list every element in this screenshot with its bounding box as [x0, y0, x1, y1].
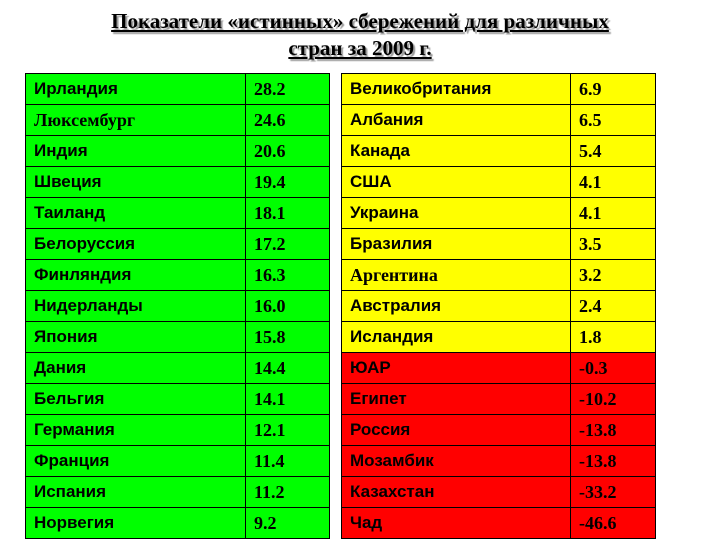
country-cell: Дания — [25, 352, 246, 384]
country-cell: Испания — [25, 476, 246, 508]
country-cell: Великобритания — [341, 73, 571, 105]
country-cell: Канада — [341, 135, 571, 167]
table-row: Чад -46.6 — [341, 507, 656, 539]
country-cell: Египет — [341, 383, 571, 415]
table-row: Япония 15.8 — [25, 321, 330, 353]
savings-value-cell: 4.1 — [570, 166, 656, 198]
savings-value-cell: 3.2 — [570, 259, 656, 291]
savings-value-cell: 14.1 — [245, 383, 330, 415]
left-savings-table: Ирландия 28.2 Люксембург 24.6 Индия 20.6 Швеци… — [25, 73, 330, 539]
table-row: Франция 11.4 — [25, 445, 330, 477]
table-row: Россия -13.8 — [341, 414, 656, 446]
country-cell: США — [341, 166, 571, 198]
country-cell: Казахстан — [341, 476, 571, 508]
savings-value-cell: 14.4 — [245, 352, 330, 384]
table-row: Индия 20.6 — [25, 135, 330, 167]
country-cell: Албания — [341, 104, 571, 136]
country-cell: Чад — [341, 507, 571, 539]
savings-value-cell: 1.8 — [570, 321, 656, 353]
country-cell: Франция — [25, 445, 246, 477]
right-table-body: Великобритания 6.9 Албания 6.5 Канада 5.4 США 4… — [341, 73, 656, 539]
left-table-body: Ирландия 28.2 Люксембург 24.6 Индия 20.6 Швеци… — [25, 73, 330, 539]
table-row: Норвегия 9.2 — [25, 507, 330, 539]
country-cell: Австралия — [341, 290, 571, 322]
savings-value-cell: 3.5 — [570, 228, 656, 260]
savings-value-cell: -46.6 — [570, 507, 656, 539]
savings-value-cell: -33.2 — [570, 476, 656, 508]
table-row: Великобритания 6.9 — [341, 73, 656, 105]
table-row: ЮАР -0.3 — [341, 352, 656, 384]
country-cell: Исландия — [341, 321, 571, 353]
savings-value-cell: 16.3 — [245, 259, 330, 291]
table-row: Австралия 2.4 — [341, 290, 656, 322]
table-row: Финляндия 16.3 — [25, 259, 330, 291]
savings-value-cell: -0.3 — [570, 352, 656, 384]
country-cell: ЮАР — [341, 352, 571, 384]
table-row: Канада 5.4 — [341, 135, 656, 167]
savings-value-cell: 11.4 — [245, 445, 330, 477]
country-cell: Таиланд — [25, 197, 246, 229]
savings-value-cell: 15.8 — [245, 321, 330, 353]
country-cell: Финляндия — [25, 259, 246, 291]
country-cell: Россия — [341, 414, 571, 446]
country-cell: Норвегия — [25, 507, 246, 539]
savings-value-cell: 9.2 — [245, 507, 330, 539]
country-cell: Аргентина — [341, 259, 571, 291]
savings-value-cell: 6.5 — [570, 104, 656, 136]
savings-value-cell: 20.6 — [245, 135, 330, 167]
table-row: Бельгия 14.1 — [25, 383, 330, 415]
table-row: Ирландия 28.2 — [25, 73, 330, 105]
savings-value-cell: 12.1 — [245, 414, 330, 446]
savings-value-cell: 6.9 — [570, 73, 656, 105]
table-row: Швеция 19.4 — [25, 166, 330, 198]
savings-value-cell: -13.8 — [570, 445, 656, 477]
savings-value-cell: 16.0 — [245, 290, 330, 322]
page-title: Показатели «истинных» сбережений для раз… — [0, 8, 720, 62]
savings-value-cell: 5.4 — [570, 135, 656, 167]
country-cell: Нидерланды — [25, 290, 246, 322]
table-row: Таиланд 18.1 — [25, 197, 330, 229]
country-cell: Люксембург — [25, 104, 246, 136]
savings-value-cell: -10.2 — [570, 383, 656, 415]
table-row: Люксембург 24.6 — [25, 104, 330, 136]
savings-value-cell: -13.8 — [570, 414, 656, 446]
table-row: Германия 12.1 — [25, 414, 330, 446]
table-row: Испания 11.2 — [25, 476, 330, 508]
table-row: Нидерланды 16.0 — [25, 290, 330, 322]
savings-value-cell: 24.6 — [245, 104, 330, 136]
table-row: Дания 14.4 — [25, 352, 330, 384]
page-title-line-1: Показатели «истинных» сбережений для раз… — [111, 9, 609, 33]
table-row: Белоруссия 17.2 — [25, 228, 330, 260]
table-row: Египет -10.2 — [341, 383, 656, 415]
table-row: Мозамбик -13.8 — [341, 445, 656, 477]
country-cell: Япония — [25, 321, 246, 353]
country-cell: Ирландия — [25, 73, 246, 105]
savings-value-cell: 18.1 — [245, 197, 330, 229]
table-row: Исландия 1.8 — [341, 321, 656, 353]
table-row: Албания 6.5 — [341, 104, 656, 136]
table-row: США 4.1 — [341, 166, 656, 198]
table-row: Бразилия 3.5 — [341, 228, 656, 260]
country-cell: Белоруссия — [25, 228, 246, 260]
country-cell: Германия — [25, 414, 246, 446]
right-savings-table: Великобритания 6.9 Албания 6.5 Канада 5.4 США 4… — [341, 73, 656, 539]
country-cell: Бельгия — [25, 383, 246, 415]
savings-value-cell: 2.4 — [570, 290, 656, 322]
table-row: Аргентина 3.2 — [341, 259, 656, 291]
country-cell: Украина — [341, 197, 571, 229]
country-cell: Швеция — [25, 166, 246, 198]
savings-value-cell: 4.1 — [570, 197, 656, 229]
country-cell: Мозамбик — [341, 445, 571, 477]
savings-value-cell: 11.2 — [245, 476, 330, 508]
country-cell: Бразилия — [341, 228, 571, 260]
table-row: Казахстан -33.2 — [341, 476, 656, 508]
savings-value-cell: 19.4 — [245, 166, 330, 198]
savings-value-cell: 17.2 — [245, 228, 330, 260]
country-cell: Индия — [25, 135, 246, 167]
savings-value-cell: 28.2 — [245, 73, 330, 105]
page-title-line-2: стран за 2009 г. — [288, 36, 432, 60]
table-row: Украина 4.1 — [341, 197, 656, 229]
